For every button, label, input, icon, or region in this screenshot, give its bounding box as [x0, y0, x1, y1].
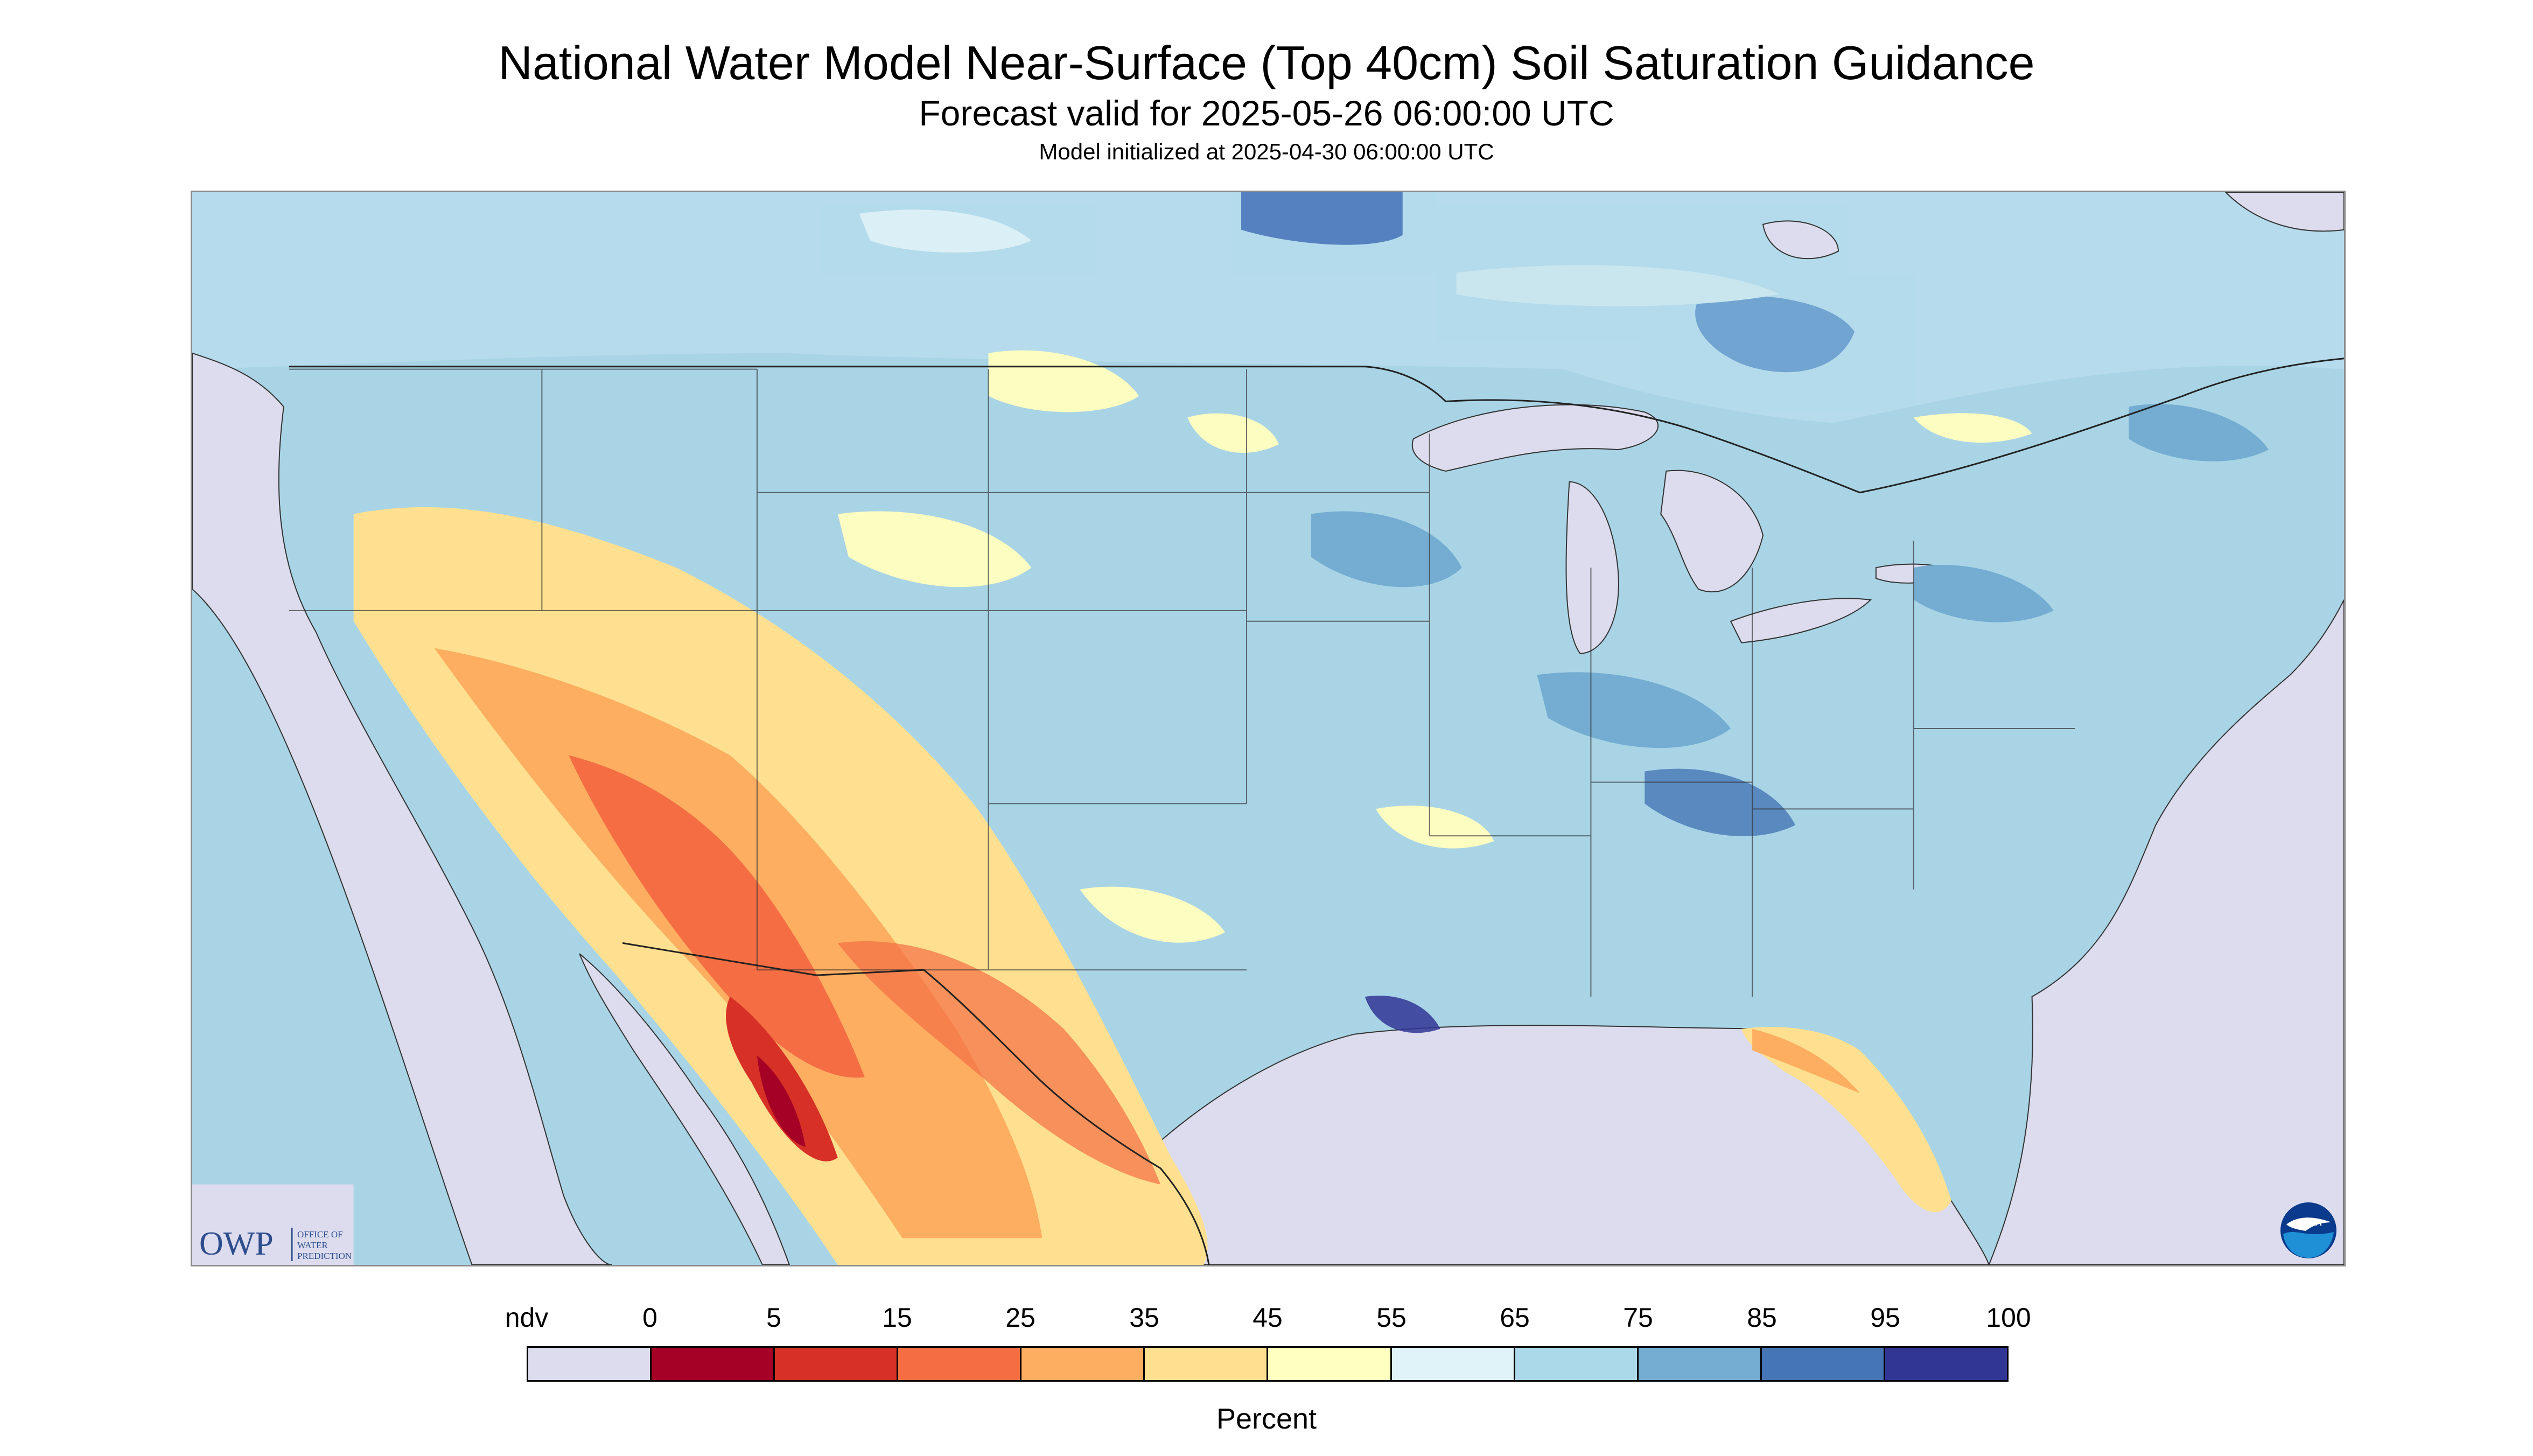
- gulf-of-california: [579, 953, 790, 1265]
- colorbar-tick-85: 85: [1747, 1303, 1777, 1333]
- colorbar-tick-75: 75: [1623, 1303, 1653, 1333]
- colorbar-swatch-5-15: [775, 1348, 899, 1380]
- colorbar-tick-25: 25: [1005, 1303, 1035, 1333]
- ocean-regions: [192, 192, 2344, 1265]
- colorbar-swatch-ndv: [528, 1348, 652, 1380]
- colorbar-tick-ndv: ndv: [505, 1303, 549, 1333]
- colorbar-swatch-45-55: [1268, 1348, 1392, 1380]
- noaa-emblem-icon: NOAA: [2280, 1202, 2336, 1258]
- colorbar-swatch-55-65: [1391, 1348, 1515, 1380]
- map-title: National Water Model Near-Surface (Top 4…: [498, 36, 2035, 89]
- colorbar-swatch-75-85: [1638, 1348, 1762, 1380]
- colorbar-swatch-15-25: [898, 1348, 1022, 1380]
- dry-southwest: [353, 507, 1208, 1265]
- colorbar-tick-0: 0: [642, 1303, 657, 1333]
- forecast-valid-subtitle: Forecast valid for 2025-05-26 06:00:00 U…: [919, 93, 1614, 133]
- lake-nipigon: [1762, 220, 1839, 260]
- owp-logo-text: OWP: [199, 1226, 274, 1262]
- model-init-line: Model initialized at 2025-04-30 06:00:00…: [1039, 139, 1494, 164]
- colorbar-tick-55: 55: [1376, 1303, 1407, 1333]
- colorbar-unit-label: Percent: [1216, 1403, 1317, 1435]
- state-boundaries: [289, 368, 2075, 997]
- map-canvas: [192, 192, 2344, 1265]
- colorbar-swatch-25-35: [1021, 1348, 1145, 1380]
- hudson-area: [2224, 192, 2344, 232]
- noaa-logo-text: NOAA: [2295, 1217, 2322, 1228]
- colorbar-tick-95: 95: [1870, 1303, 1900, 1333]
- lake-erie: [1730, 598, 1872, 643]
- pacific-ocean: [192, 352, 612, 1265]
- colorbar-swatch-65-75: [1515, 1348, 1639, 1380]
- colorbar-tick-5: 5: [766, 1303, 781, 1333]
- colorbar-tick-65: 65: [1500, 1303, 1530, 1333]
- colorbar-swatch-35-45: [1145, 1348, 1269, 1380]
- colorbar-swatch-85-95: [1761, 1348, 1885, 1380]
- dry-southeast: [1741, 1027, 1951, 1213]
- owp-logo-subtext-2: WATER: [297, 1240, 328, 1250]
- international-borders: [289, 358, 2344, 1265]
- atlantic-ocean: [1988, 599, 2344, 1265]
- lake-michigan: [1565, 481, 1619, 654]
- lake-huron: [1660, 470, 1764, 592]
- colorbar-swatch-95-100: [1885, 1348, 2007, 1380]
- wet-patches: [1311, 404, 2269, 1033]
- map-south-west-nodata: [192, 1184, 354, 1265]
- colorbar-tick-100: 100: [1986, 1303, 2031, 1333]
- colorbar: [527, 1346, 2009, 1382]
- lake-superior: [1411, 404, 1659, 472]
- owp-logo-subtext-3: PREDICTION: [297, 1251, 352, 1261]
- owp-logo-subtext-1: OFFICE OF: [297, 1229, 343, 1240]
- colorbar-tick-15: 15: [882, 1303, 912, 1333]
- soil-saturation-map[interactable]: [191, 191, 2346, 1266]
- colorbar-tick-45: 45: [1252, 1303, 1283, 1333]
- colorbar-tick-35: 35: [1129, 1303, 1159, 1333]
- owp-logo: OWP OFFICE OF WATER PREDICTION: [199, 1226, 352, 1262]
- colorbar-swatch-0-5: [652, 1348, 775, 1380]
